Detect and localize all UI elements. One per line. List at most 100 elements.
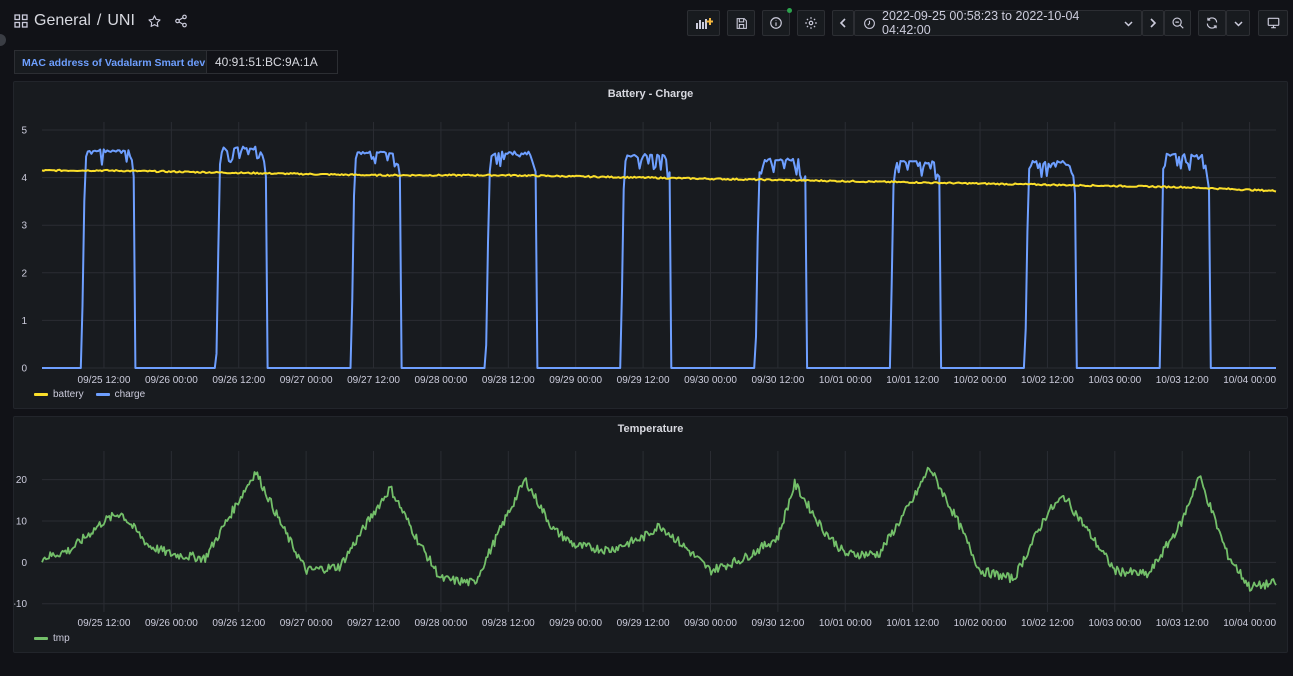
legend-item-tmp[interactable]: tmp [34, 633, 70, 644]
x-tick-label: 09/25 12:00 [78, 375, 131, 386]
x-tick-label: 09/28 12:00 [482, 618, 535, 629]
save-icon [735, 17, 748, 30]
temperature-panel: Temperature -10 0 10 20 09/25 12:00 09/26 00:… [13, 416, 1288, 653]
x-tick-label: 09/30 00:00 [684, 618, 737, 629]
battery-charge-chart[interactable]: 0 1 2 3 4 5 09/25 12:00 09/26 00:00 09/26 12:00 0… [14, 82, 1289, 410]
info-icon [769, 16, 783, 30]
x-tick-label: 09/29 12:00 [617, 618, 670, 629]
x-tick-label: 09/27 00:00 [280, 375, 333, 386]
dashboard-title[interactable]: UNI [107, 12, 135, 29]
legend-swatch-charge [95, 393, 110, 396]
variable-label: MAC address of Vadalarm Smart device [14, 50, 228, 74]
y-tick-label: 10 [16, 517, 28, 528]
time-shift-forward-button[interactable] [1142, 10, 1164, 36]
tv-mode-button[interactable] [1258, 10, 1288, 36]
info-button[interactable] [762, 10, 790, 36]
y-tick-label: -10 [14, 599, 27, 610]
breadcrumb-folder[interactable]: General [34, 12, 91, 29]
panel-title[interactable]: Battery - Charge [607, 88, 694, 100]
y-tick-label: 2 [21, 268, 27, 279]
mac-address-input[interactable]: 40:91:51:BC:9A:1A [206, 50, 338, 74]
x-tick-label: 09/29 12:00 [617, 375, 670, 386]
sidebar-toggle[interactable] [0, 34, 6, 46]
battery-charge-panel: Battery - Charge 0 1 2 3 4 5 09/25 12:00 09/26 … [13, 81, 1288, 409]
legend-item-charge[interactable]: charge [95, 389, 146, 400]
chevron-down-icon [1233, 20, 1243, 27]
y-tick-label: 20 [16, 475, 28, 486]
zoom-out-button[interactable] [1164, 10, 1191, 36]
series-line-battery [41, 168, 1277, 193]
tv-mode-icon [1266, 16, 1281, 30]
x-tick-label: 09/30 00:00 [684, 375, 737, 386]
x-tick-label: 09/29 00:00 [549, 375, 602, 386]
x-tick-label: 10/02 12:00 [1021, 618, 1074, 629]
x-tick-label: 10/04 00:00 [1223, 618, 1276, 629]
series-line-tmp [41, 466, 1277, 592]
x-tick-label: 09/27 00:00 [280, 618, 333, 629]
x-tick-label: 09/29 00:00 [549, 618, 602, 629]
zoom-out-icon [1171, 16, 1185, 30]
x-tick-label: 10/02 00:00 [954, 375, 1007, 386]
legend-label: battery [53, 389, 84, 400]
status-dot [787, 8, 792, 13]
x-tick-label: 09/28 00:00 [415, 618, 468, 629]
chevron-left-icon [839, 18, 847, 28]
refresh-icon [1205, 16, 1219, 30]
legend: battery charge [34, 389, 145, 400]
legend: tmp [34, 633, 70, 644]
x-tick-label: 09/26 00:00 [145, 618, 198, 629]
legend-swatch-tmp [34, 637, 48, 640]
x-tick-label: 09/28 12:00 [482, 375, 535, 386]
temperature-chart[interactable]: -10 0 10 20 09/25 12:00 09/26 00:00 09/26 12:0… [14, 417, 1289, 654]
clock-icon [863, 17, 876, 30]
x-tick-label: 09/26 12:00 [212, 375, 265, 386]
x-tick-label: 09/26 12:00 [212, 618, 265, 629]
legend-swatch-battery [34, 393, 48, 396]
x-tick-label: 09/25 12:00 [78, 618, 131, 629]
x-tick-label: 10/01 12:00 [886, 618, 939, 629]
legend-item-battery[interactable]: battery [34, 389, 84, 400]
series-line-charge [42, 145, 1276, 369]
legend-label: charge [114, 389, 146, 400]
x-tick-label: 09/26 00:00 [145, 375, 198, 386]
x-tick-label: 10/02 00:00 [954, 618, 1007, 629]
x-tick-label: 10/03 12:00 [1156, 375, 1209, 386]
y-tick-label: 3 [21, 221, 27, 232]
apps-icon[interactable] [14, 14, 28, 28]
y-tick-label: 0 [21, 364, 27, 375]
x-tick-label: 10/02 12:00 [1021, 375, 1074, 386]
x-tick-label: 10/01 00:00 [819, 618, 872, 629]
refresh-button[interactable] [1198, 10, 1226, 36]
x-tick-label: 09/30 12:00 [751, 618, 804, 629]
y-tick-label: 5 [21, 126, 27, 137]
settings-button[interactable] [797, 10, 825, 36]
x-tick-label: 10/04 00:00 [1223, 375, 1276, 386]
x-tick-label: 10/03 12:00 [1156, 618, 1209, 629]
x-tick-label: 10/03 00:00 [1088, 375, 1141, 386]
time-shift-back-button[interactable] [832, 10, 854, 36]
x-tick-label: 10/03 00:00 [1088, 618, 1141, 629]
x-tick-label: 09/27 12:00 [347, 375, 400, 386]
y-tick-label: 0 [21, 558, 27, 569]
x-tick-label: 09/28 00:00 [415, 375, 468, 386]
breadcrumb: General / UNI [14, 12, 188, 30]
y-tick-label: 1 [21, 316, 27, 327]
gear-icon [804, 16, 818, 30]
x-tick-label: 10/01 12:00 [886, 375, 939, 386]
panel-title[interactable]: Temperature [617, 423, 684, 435]
legend-label: tmp [53, 633, 70, 644]
add-panel-button[interactable] [687, 10, 720, 36]
top-nav: General / UNI [0, 0, 1293, 46]
save-button[interactable] [727, 10, 755, 36]
breadcrumb-separator: / [96, 12, 102, 29]
time-range-text: 2022-09-25 00:58:23 to 2022-10-04 04:42:… [882, 9, 1080, 37]
star-icon[interactable] [147, 14, 162, 29]
chevron-right-icon [1149, 18, 1157, 28]
refresh-interval-dropdown[interactable] [1226, 10, 1250, 36]
x-tick-label: 10/01 00:00 [819, 375, 872, 386]
x-tick-label: 09/27 12:00 [347, 618, 400, 629]
chevron-down-icon [1124, 20, 1133, 27]
x-tick-label: 09/30 12:00 [751, 375, 804, 386]
time-picker-button[interactable]: 2022-09-25 00:58:23 to 2022-10-04 04:42:… [854, 9, 1142, 37]
share-icon[interactable] [174, 14, 188, 28]
